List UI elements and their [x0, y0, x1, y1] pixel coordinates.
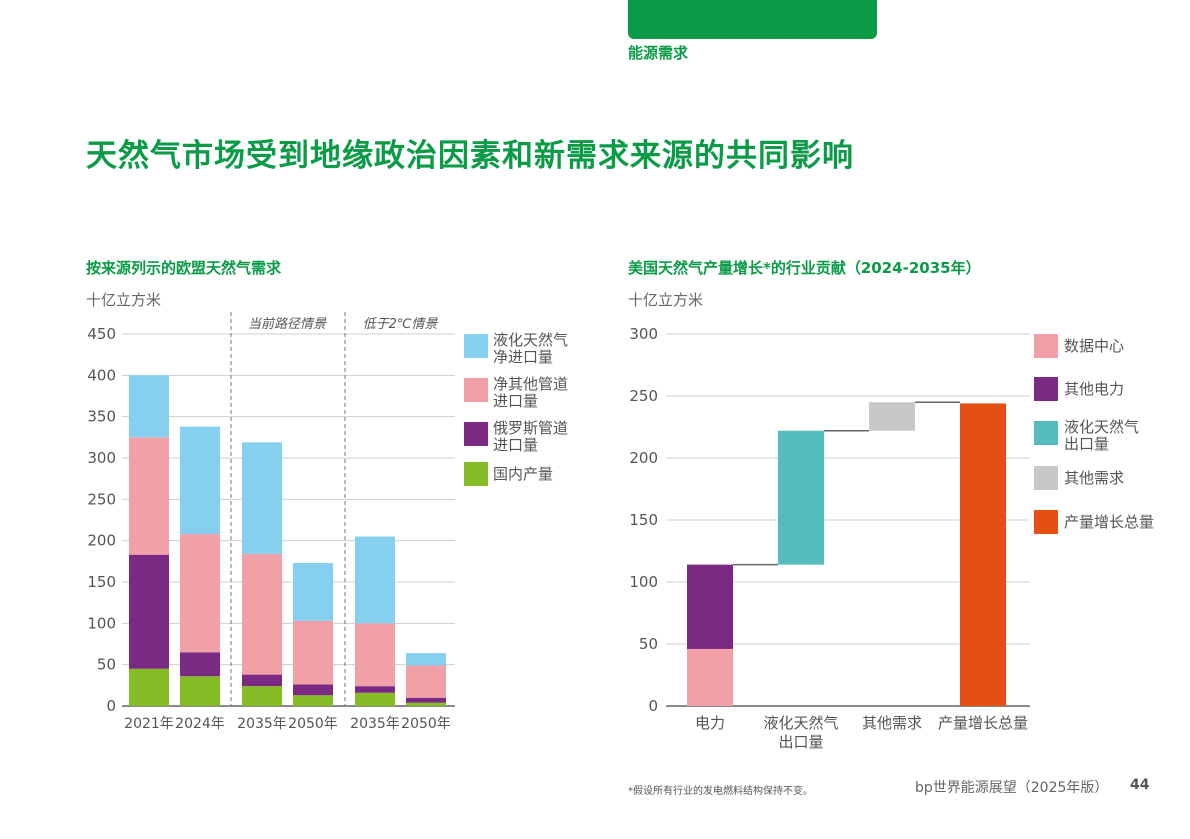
x-tick-label: 产量增长总量 [938, 714, 1028, 732]
x-tick-label: 液化天然气 [763, 714, 838, 732]
legend-label: 其他需求 [1064, 469, 1124, 487]
chart2-title: 美国天然气产量增长*的行业贡献（2024-2035年） [628, 259, 981, 277]
section-label: 能源需求 [628, 44, 689, 62]
y-tick-label: 400 [87, 366, 116, 384]
bar-segment [687, 564, 733, 649]
y-tick-label: 50 [97, 656, 116, 674]
bar-segment [180, 534, 220, 653]
bar-segment [129, 554, 169, 669]
bar-segment [242, 442, 282, 554]
bar-segment [180, 426, 220, 535]
legend-label: 进口量 [493, 436, 538, 454]
footnote: *假设所有行业的发电燃料结构保持不变。 [628, 786, 813, 797]
page-number: 44 [1130, 777, 1150, 793]
y-tick-label: 250 [87, 490, 116, 508]
bar-segment [406, 665, 446, 698]
x-tick-label: 2050年 [401, 716, 451, 732]
bar-segment [355, 623, 395, 687]
bar-segment [129, 375, 169, 438]
scenario-label: 低于2℃情景 [363, 317, 439, 332]
legend-swatch [464, 334, 488, 358]
y-tick-label: 0 [106, 697, 116, 715]
bar-segment [180, 652, 220, 677]
bar-segment [406, 653, 446, 666]
y-tick-label: 200 [87, 532, 116, 550]
bar-segment [242, 674, 282, 687]
section-tab [628, 0, 877, 39]
y-tick-label: 150 [87, 573, 116, 591]
y-tick-label: 350 [87, 408, 116, 426]
legend-label: 其他电力 [1064, 380, 1124, 398]
bar-segment [129, 437, 169, 555]
bar-segment [355, 692, 395, 706]
legend-label: 国内产量 [493, 465, 553, 483]
legend-swatch [1034, 334, 1058, 358]
bar-segment [960, 403, 1006, 706]
legend-swatch [1034, 377, 1058, 401]
bar-segment [293, 684, 333, 696]
legend-label: 产量增长总量 [1064, 513, 1154, 531]
legend-label: 净其他管道 [493, 375, 568, 393]
x-tick-label: 其他需求 [862, 714, 922, 732]
y-tick-label: 100 [629, 573, 658, 591]
legend-swatch [1034, 466, 1058, 490]
y-tick-label: 100 [87, 614, 116, 632]
x-tick-label: 2024年 [175, 716, 225, 732]
bar-segment [242, 686, 282, 706]
legend-swatch [464, 422, 488, 446]
bar-segment [293, 695, 333, 706]
y-tick-label: 300 [629, 325, 658, 343]
scenario-label: 当前路径情景 [248, 317, 327, 332]
y-tick-label: 450 [87, 325, 116, 343]
x-tick-label: 电力 [695, 714, 725, 732]
y-tick-label: 0 [648, 697, 658, 715]
x-tick-label: 2035年 [237, 716, 287, 732]
legend-swatch [464, 378, 488, 402]
y-tick-label: 200 [629, 449, 658, 467]
page-title: 天然气市场受到地缘政治因素和新需求来源的共同影响 [86, 138, 854, 174]
y-tick-label: 300 [87, 449, 116, 467]
x-tick-label: 2035年 [350, 716, 400, 732]
y-tick-label: 150 [629, 511, 658, 529]
x-tick-label: 2050年 [288, 716, 338, 732]
legend-label: 俄罗斯管道 [493, 419, 568, 437]
x-tick-label: 出口量 [778, 733, 823, 751]
bar-segment [242, 553, 282, 675]
legend-swatch [464, 462, 488, 486]
y-tick-label: 250 [629, 387, 658, 405]
legend-swatch [1034, 510, 1058, 534]
bar-segment [293, 620, 333, 685]
chart1-unit: 十亿立方米 [86, 291, 162, 309]
chart2-unit: 十亿立方米 [628, 291, 704, 309]
legend-label: 出口量 [1064, 435, 1109, 453]
bar-segment [355, 536, 395, 624]
legend-label: 液化天然气 [493, 331, 568, 349]
bar-segment [129, 668, 169, 706]
legend-label: 进口量 [493, 392, 538, 410]
footer-brand: bp世界能源展望（2025年版） [915, 780, 1109, 796]
bar-segment [406, 697, 446, 703]
y-tick-label: 50 [639, 635, 658, 653]
bar-segment [293, 562, 333, 621]
bar-segment [355, 686, 395, 693]
bar-segment [687, 648, 733, 706]
legend-label: 净进口量 [493, 348, 553, 366]
chart1-title: 按来源列示的欧盟天然气需求 [86, 259, 282, 277]
x-tick-label: 2021年 [124, 716, 174, 732]
bar-segment [869, 402, 915, 431]
legend-label: 数据中心 [1064, 337, 1124, 355]
bar-segment [406, 702, 446, 706]
legend-label: 液化天然气 [1064, 418, 1139, 436]
bar-segment [778, 430, 824, 565]
bar-segment [180, 676, 220, 706]
legend-swatch [1034, 421, 1058, 445]
